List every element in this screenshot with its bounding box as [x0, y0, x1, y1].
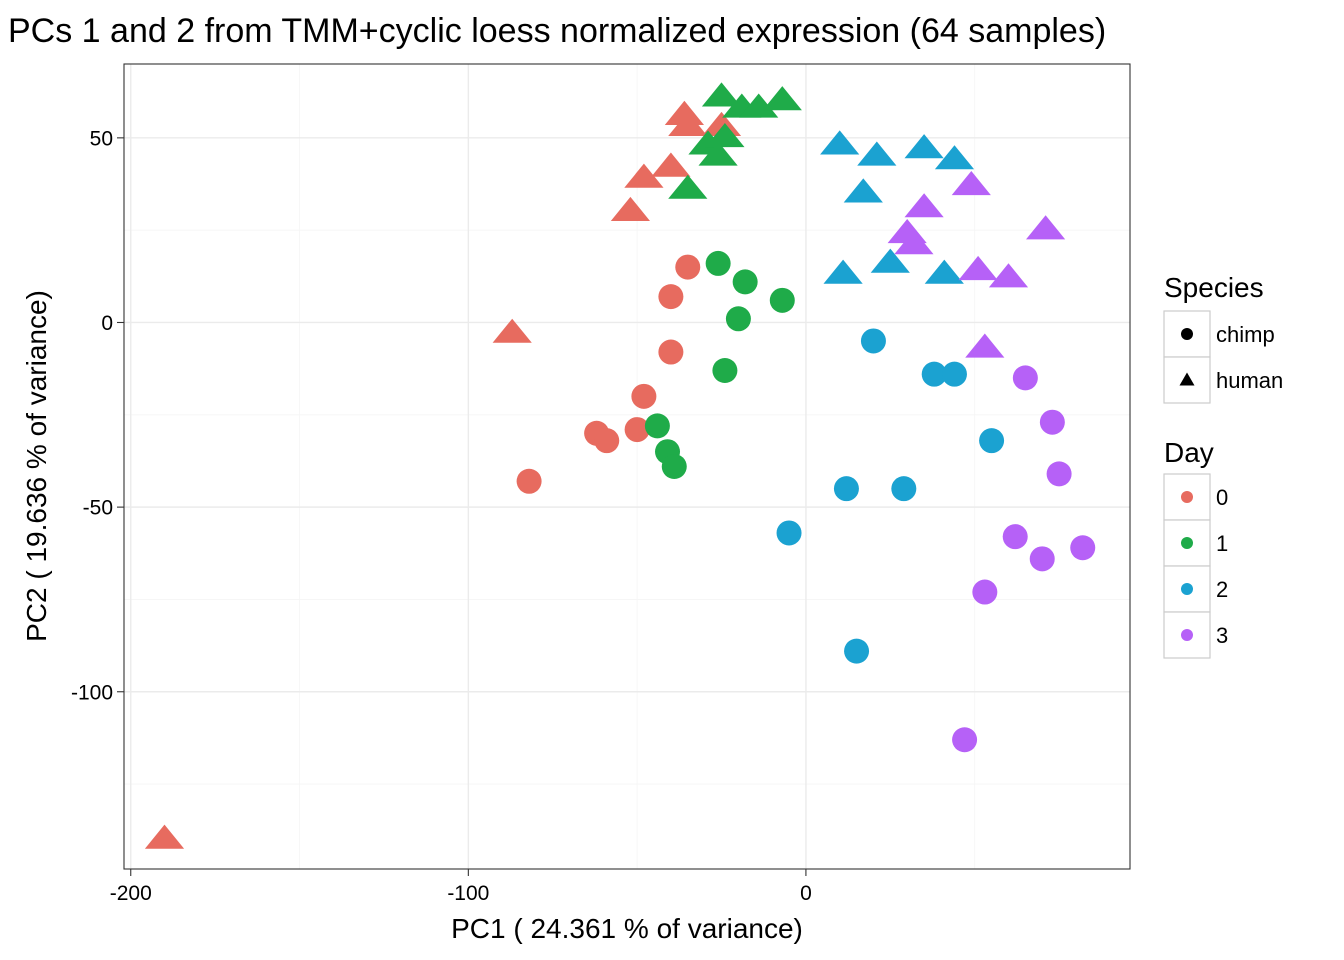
point-day3-human — [988, 263, 1029, 288]
legend-label-day-1: 1 — [1216, 531, 1228, 556]
point-day2-human — [843, 178, 883, 203]
point-day2-chimp — [979, 428, 1005, 454]
y-tick-label: -100 — [71, 681, 113, 704]
point-day1-human — [701, 82, 742, 107]
y-axis: 50 0 -50 -100 — [71, 127, 124, 704]
x-axis: -200 -100 0 — [110, 869, 812, 905]
legend-label-day-3: 3 — [1216, 623, 1228, 648]
point-day3-chimp — [1039, 409, 1065, 435]
point-day1-chimp — [661, 454, 687, 479]
point-day2-chimp — [921, 361, 947, 387]
point-day1-human — [739, 93, 779, 118]
legend-circle-icon — [1181, 328, 1193, 340]
day-legend-title: Day — [1164, 437, 1214, 468]
x-tick-label: -200 — [110, 882, 152, 905]
plot-panel — [123, 63, 1131, 870]
point-day2-human — [820, 130, 860, 155]
major-gridlines — [124, 64, 1130, 869]
minor-gridlines — [124, 64, 1130, 869]
legend-label-human: human — [1216, 368, 1283, 393]
point-day0-human — [144, 824, 185, 849]
point-day3-human — [965, 333, 1005, 358]
point-day1-human — [668, 174, 708, 199]
y-axis-title: PC2 ( 19.636 % of variance) — [21, 290, 52, 642]
point-day2-chimp — [776, 520, 802, 546]
point-day3-human — [958, 255, 998, 281]
data-points — [144, 82, 1096, 849]
point-day3-chimp — [1029, 546, 1055, 572]
legend-swatch-day-2 — [1181, 583, 1193, 595]
point-day1-human — [698, 141, 738, 166]
day-legend: Day 0 1 2 3 — [1163, 437, 1228, 659]
legend-triangle-icon — [1179, 372, 1195, 386]
point-day2-chimp — [833, 476, 859, 502]
point-day3-human — [904, 193, 944, 218]
point-day0-chimp — [675, 254, 701, 280]
point-day0-human — [624, 163, 664, 188]
point-day2-human — [934, 145, 975, 170]
y-tick-label: 0 — [101, 312, 113, 335]
point-day2-chimp — [941, 361, 967, 387]
point-day0-chimp — [624, 417, 650, 443]
point-day0-human — [492, 318, 532, 343]
point-day3-chimp — [952, 727, 978, 753]
species-legend-title: Species — [1164, 272, 1264, 303]
point-day2-human — [857, 141, 897, 166]
legend-label-chimp: chimp — [1216, 322, 1275, 347]
y-tick-label: 50 — [90, 127, 113, 150]
x-tick-label: 0 — [800, 882, 812, 905]
point-day3-human — [1026, 215, 1066, 240]
point-day0-human — [651, 152, 691, 177]
legend-label-day-0: 0 — [1216, 485, 1228, 510]
point-day0-chimp — [516, 468, 542, 494]
point-day2-chimp — [844, 638, 870, 664]
point-day2-chimp — [860, 328, 886, 354]
point-day3-chimp — [972, 579, 998, 605]
point-day1-chimp — [725, 306, 751, 332]
point-day1-chimp — [705, 250, 731, 276]
point-day2-human — [924, 259, 964, 284]
point-day0-human — [668, 111, 708, 136]
legend-swatch-day-1 — [1181, 537, 1193, 549]
point-day0-chimp — [594, 428, 620, 454]
point-day1-chimp — [644, 413, 670, 439]
point-day1-human — [705, 123, 745, 148]
x-axis-title: PC1 ( 24.361 % of variance) — [451, 913, 803, 944]
legend-label-day-2: 2 — [1216, 577, 1228, 602]
y-tick-label: -50 — [83, 497, 113, 520]
panel-border — [123, 63, 1131, 870]
point-day0-human — [610, 196, 650, 221]
point-day2-human — [870, 248, 910, 273]
x-tick-label: -100 — [447, 882, 489, 905]
point-day0-human — [664, 100, 704, 125]
point-day1-human — [762, 86, 802, 111]
point-day3-human — [951, 171, 991, 196]
point-day3-chimp — [1012, 365, 1038, 391]
point-day1-chimp — [769, 287, 795, 313]
point-day2-human — [823, 259, 863, 284]
species-legend: Species chimp human — [1163, 272, 1283, 404]
point-day0-chimp — [658, 284, 684, 310]
point-day3-human — [894, 230, 934, 255]
point-day2-human — [904, 134, 944, 159]
point-day3-chimp — [1002, 524, 1028, 550]
point-day3-chimp — [1070, 535, 1096, 561]
point-day0-chimp — [631, 383, 657, 409]
legend-swatch-day-0 — [1181, 491, 1193, 503]
point-day1-chimp — [732, 269, 758, 295]
chart-title: PCs 1 and 2 from TMM+cyclic loess normal… — [8, 12, 1106, 50]
point-day3-chimp — [1046, 461, 1072, 487]
point-day0-chimp — [658, 339, 684, 365]
point-day1-chimp — [712, 357, 738, 383]
point-day2-chimp — [891, 476, 917, 502]
legend-swatch-day-3 — [1181, 629, 1193, 641]
point-day0-human — [701, 111, 742, 136]
